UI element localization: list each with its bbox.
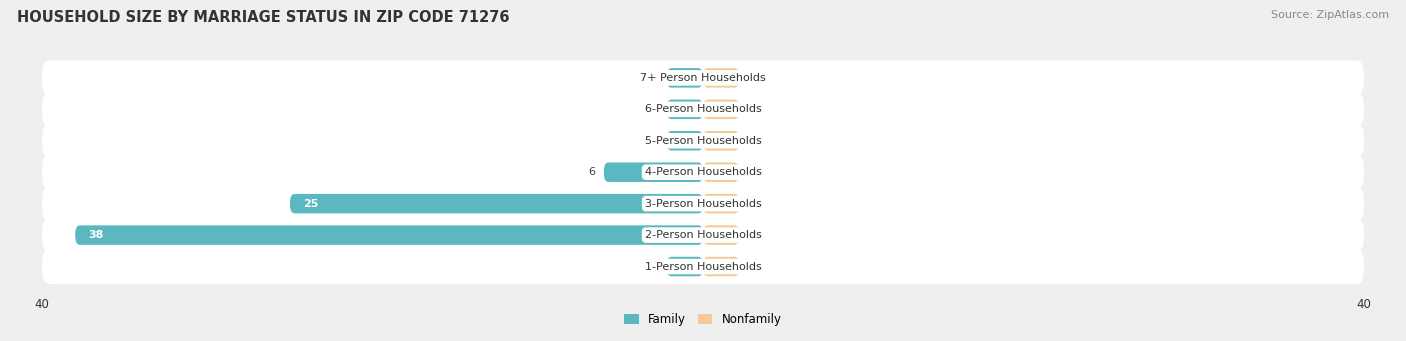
Text: 2-Person Households: 2-Person Households (644, 230, 762, 240)
Text: 0: 0 (748, 73, 755, 83)
Text: 0: 0 (748, 199, 755, 209)
FancyBboxPatch shape (42, 60, 1364, 95)
Text: 3-Person Households: 3-Person Households (644, 199, 762, 209)
FancyBboxPatch shape (290, 194, 703, 213)
FancyBboxPatch shape (666, 68, 703, 88)
Text: 25: 25 (304, 199, 319, 209)
Text: 0: 0 (651, 104, 658, 114)
FancyBboxPatch shape (703, 225, 740, 245)
Text: 0: 0 (651, 136, 658, 146)
Legend: Family, Nonfamily: Family, Nonfamily (620, 309, 786, 331)
FancyBboxPatch shape (42, 186, 1364, 221)
FancyBboxPatch shape (703, 68, 740, 88)
Text: HOUSEHOLD SIZE BY MARRIAGE STATUS IN ZIP CODE 71276: HOUSEHOLD SIZE BY MARRIAGE STATUS IN ZIP… (17, 10, 509, 25)
Text: 0: 0 (748, 167, 755, 177)
FancyBboxPatch shape (703, 131, 740, 150)
Text: 6: 6 (589, 167, 596, 177)
Text: 6-Person Households: 6-Person Households (644, 104, 762, 114)
FancyBboxPatch shape (666, 131, 703, 150)
FancyBboxPatch shape (42, 218, 1364, 253)
Text: 4-Person Households: 4-Person Households (644, 167, 762, 177)
FancyBboxPatch shape (703, 162, 740, 182)
Text: 0: 0 (748, 262, 755, 271)
Text: 0: 0 (748, 104, 755, 114)
FancyBboxPatch shape (703, 100, 740, 119)
Text: 7+ Person Households: 7+ Person Households (640, 73, 766, 83)
Text: 0: 0 (748, 230, 755, 240)
FancyBboxPatch shape (42, 249, 1364, 284)
FancyBboxPatch shape (42, 123, 1364, 158)
FancyBboxPatch shape (703, 194, 740, 213)
Text: Source: ZipAtlas.com: Source: ZipAtlas.com (1271, 10, 1389, 20)
Text: 38: 38 (89, 230, 104, 240)
FancyBboxPatch shape (75, 225, 703, 245)
FancyBboxPatch shape (42, 92, 1364, 127)
FancyBboxPatch shape (605, 162, 703, 182)
Text: 0: 0 (651, 73, 658, 83)
Text: 5-Person Households: 5-Person Households (644, 136, 762, 146)
FancyBboxPatch shape (42, 155, 1364, 190)
FancyBboxPatch shape (703, 257, 740, 276)
Text: 0: 0 (748, 136, 755, 146)
Text: 1-Person Households: 1-Person Households (644, 262, 762, 271)
Text: 0: 0 (651, 262, 658, 271)
FancyBboxPatch shape (666, 100, 703, 119)
FancyBboxPatch shape (666, 257, 703, 276)
